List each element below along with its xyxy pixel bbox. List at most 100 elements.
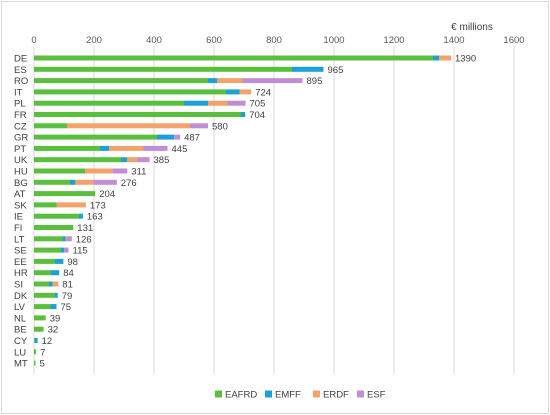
value-label: 895 [307,76,323,87]
bar-segment-esf [112,168,128,174]
bar-segment-erdf [65,236,67,242]
bar-segment-erdf [217,78,243,84]
value-label: 445 [172,144,188,155]
category-label: LV [14,302,26,313]
bar-segment-esf [93,179,117,185]
value-label: 580 [212,121,228,132]
bar-segment-eafrd [34,112,241,117]
bar-segment-emff [61,247,64,253]
bar-segment-emff [184,100,208,106]
bar-segment-erdf [85,168,113,174]
bar-segment-eafrd [34,236,63,242]
x-tick-label: 1400 [443,35,464,46]
value-label: 5 [40,359,45,370]
category-label: LT [14,234,25,245]
value-label: 704 [249,110,265,121]
bar-segment-esf [64,247,69,253]
category-label: IE [14,212,23,223]
category-label: FI [14,223,22,234]
x-tick-label: 200 [86,35,102,46]
bar-segment-eafrd [34,304,51,310]
category-label: SE [14,246,27,257]
bar-segment-emff [50,270,60,276]
bar-segment-eafrd [34,247,61,253]
value-label: 98 [67,257,78,268]
value-label: 724 [255,87,271,98]
value-label: 1390 [455,54,476,65]
unit-label: € millions [451,22,493,33]
category-label: MT [14,359,28,370]
bar-segment-emff [241,112,246,117]
bar-segment-eafrd [34,78,208,84]
category-label: HR [14,268,28,279]
category-label: AT [14,189,26,200]
bar-segment-eafrd [34,66,292,72]
value-label: 7 [40,347,45,358]
bar-segment-emff [121,157,127,163]
bar-segment-eafrd [34,315,46,321]
bar-segment-eafrd [34,202,57,208]
legend-swatch-eafrd [215,390,222,398]
value-label: 131 [77,223,93,234]
bar-segment-eafrd [34,145,100,151]
value-label: 32 [48,325,59,336]
bar-segment-esf [227,100,246,106]
category-label: PL [14,99,26,110]
x-tick-label: 1000 [323,35,344,46]
bar-segment-eafrd [34,191,96,197]
category-label: PT [14,144,26,155]
bar-segment-eafrd [34,179,70,185]
bar-segment-emff [79,213,83,219]
category-label: NL [14,313,26,324]
bar-segment-erdf [439,55,451,61]
category-label: EE [14,257,27,268]
bar-segment-eafrd [34,292,55,298]
bar-segment-eafrd [34,360,36,366]
bar-segment-erdf [239,89,252,95]
bar-segment-emff [433,55,439,61]
x-tick-label: 400 [146,35,162,46]
bar-segment-emff [157,134,175,140]
category-label: GR [14,133,28,144]
bar-segment-emff [70,179,76,185]
category-label: ES [14,65,27,76]
value-label: 39 [50,313,61,324]
bar-segment-emff [100,145,109,151]
category-label: HU [14,167,28,178]
labels-layer: 0 200 400 600 800 1000 1200 1400 1600 DE 1390 ES 965… [14,35,525,370]
value-label: 12 [42,336,53,347]
x-tick-label: 1200 [383,35,404,46]
grid-layer [33,46,515,374]
bar-segment-esf [190,123,208,129]
bar-segment-emff [292,66,324,72]
x-tick-label: 800 [266,35,282,46]
x-tick-label: 1600 [503,35,524,46]
bar-segment-eafrd [34,157,121,163]
value-label: 163 [87,212,103,223]
bar-segment-esf [174,134,181,140]
bar-segment-esf [67,236,72,242]
bar-segment-erdf [67,123,190,129]
bar-segment-eafrd [34,349,37,355]
x-tick-label: 0 [31,35,36,46]
value-label: 115 [73,246,88,257]
value-label: 276 [121,178,137,189]
value-label: 79 [62,291,73,302]
category-label: DE [14,54,27,65]
category-label: DK [14,291,28,302]
category-label: LU [14,347,26,358]
value-label: 75 [61,302,72,313]
bar-segment-erdf [75,179,94,185]
bar-segment-emff [49,281,53,287]
legend-label-eafrd: EAFRD [225,390,257,401]
value-label: 311 [131,167,146,178]
legend-swatch-esf [357,390,364,398]
category-label: RO [14,76,28,87]
value-label: 487 [184,133,200,144]
bar-segment-eafrd [34,168,85,174]
bar-segment-erdf [127,157,138,163]
bar-segment-emff [55,258,64,264]
bar-segment-eafrd [34,134,157,140]
